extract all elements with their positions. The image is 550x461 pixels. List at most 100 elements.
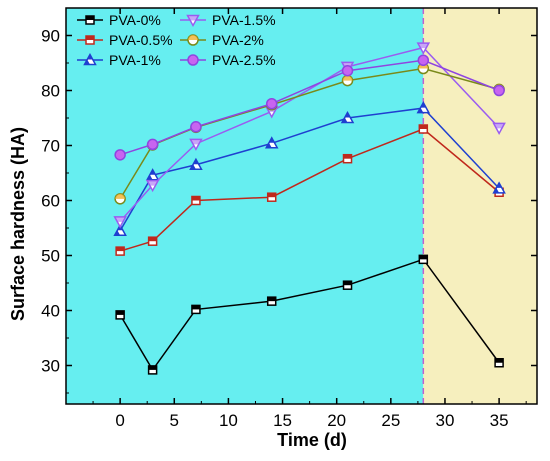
marker-half-fill <box>114 216 126 222</box>
data-point <box>265 97 278 110</box>
data-point <box>145 179 160 193</box>
x-tick-label: 0 <box>115 411 124 430</box>
legend-item: PVA-2% <box>180 32 264 48</box>
series-3 <box>113 42 506 229</box>
marker-half-fill <box>191 196 200 201</box>
marker-half-fill <box>267 297 276 302</box>
legend-item: PVA-1% <box>77 52 161 68</box>
marker-half-fill <box>342 117 348 123</box>
marker-half-fill <box>267 193 276 198</box>
marker-half-fill <box>417 107 424 113</box>
legend-item: PVA-0.5% <box>77 32 173 48</box>
data-point <box>266 192 277 202</box>
data-point <box>492 181 506 194</box>
marker-half-fill <box>149 169 156 175</box>
data-point <box>342 153 353 164</box>
y-tick-label: 90 <box>41 27 60 46</box>
marker-half-fill <box>116 247 125 252</box>
data-point <box>191 195 201 206</box>
marker-half-fill <box>419 125 428 129</box>
legend-label: PVA-1% <box>109 52 161 68</box>
data-point <box>341 64 354 77</box>
marker-half-fill <box>84 59 90 65</box>
x-tick-label: 15 <box>273 411 292 430</box>
data-point <box>341 74 354 87</box>
legend-label: PVA-2.5% <box>212 52 276 68</box>
marker-half-fill <box>187 15 199 21</box>
marker-circle <box>341 64 354 77</box>
data-point <box>264 136 279 149</box>
marker-circle <box>417 54 430 66</box>
marker-half-fill <box>343 281 352 286</box>
marker-half-fill <box>493 187 500 193</box>
marker-half-fill <box>115 193 126 199</box>
x-tick-label: 10 <box>219 411 238 430</box>
data-point <box>493 84 505 97</box>
x-axis-title: Time (d) <box>277 430 347 450</box>
legend-item: PVA-0% <box>77 12 161 28</box>
marker-half-fill <box>344 112 351 118</box>
data-point <box>418 124 429 134</box>
data-point <box>416 42 431 55</box>
plot-frame <box>65 7 538 405</box>
data-point <box>187 54 199 66</box>
data-point <box>189 138 203 151</box>
data-point <box>115 246 125 256</box>
legend-item: PVA-1.5% <box>180 12 276 28</box>
marker-half-fill <box>188 35 198 40</box>
marker-circle <box>146 138 159 151</box>
data-point <box>115 310 125 320</box>
data-point <box>417 54 430 66</box>
y-tick-label: 50 <box>41 247 60 266</box>
data-point <box>191 304 201 315</box>
data-point <box>85 15 95 25</box>
marker-half-fill <box>342 75 353 81</box>
x-tick-label: 30 <box>436 411 455 430</box>
data-point <box>416 101 431 114</box>
series-5 <box>114 54 505 161</box>
x-tick-label: 25 <box>381 411 400 430</box>
data-point <box>85 35 95 45</box>
legend-label: PVA-2% <box>212 32 264 48</box>
data-point <box>145 168 160 181</box>
marker-half-fill <box>87 54 93 60</box>
y-tick-label: 70 <box>41 137 60 156</box>
data-point <box>418 254 429 265</box>
data-point <box>342 280 353 290</box>
marker-half-fill <box>147 174 153 180</box>
x-tick-label: 5 <box>170 411 179 430</box>
marker-half-fill <box>86 16 94 20</box>
marker-half-fill <box>268 137 275 143</box>
marker-half-fill <box>116 310 125 315</box>
data-point <box>189 157 203 170</box>
data-point <box>266 296 277 306</box>
background-region-0 <box>66 8 424 404</box>
marker-circle <box>493 84 505 97</box>
axes: 0 5 10 15 20 25 30 35 30 40 50 60 70 80 90 <box>41 7 538 430</box>
marker-half-fill <box>114 230 121 236</box>
series-group <box>113 42 506 375</box>
legend-label: PVA-0% <box>109 12 161 28</box>
marker-circle <box>190 121 202 133</box>
data-point <box>113 216 127 229</box>
y-tick-label: 80 <box>41 82 60 101</box>
data-point <box>83 52 97 66</box>
marker-half-fill <box>419 255 428 260</box>
series-0 <box>115 254 504 375</box>
marker-half-fill <box>420 102 427 108</box>
marker-half-fill <box>147 180 159 186</box>
data-point <box>113 223 127 236</box>
marker-half-fill <box>495 358 504 363</box>
data-point <box>114 149 126 161</box>
data-point <box>190 121 202 133</box>
legend-label: PVA-0.5% <box>109 32 173 48</box>
marker-half-fill <box>266 142 272 148</box>
data-point <box>492 122 506 135</box>
legend-label: PVA-1.5% <box>212 12 276 28</box>
marker-half-fill <box>148 365 157 370</box>
data-point <box>186 14 200 28</box>
data-point <box>146 138 159 151</box>
data-point <box>494 358 504 368</box>
y-tick-label: 30 <box>41 357 60 376</box>
